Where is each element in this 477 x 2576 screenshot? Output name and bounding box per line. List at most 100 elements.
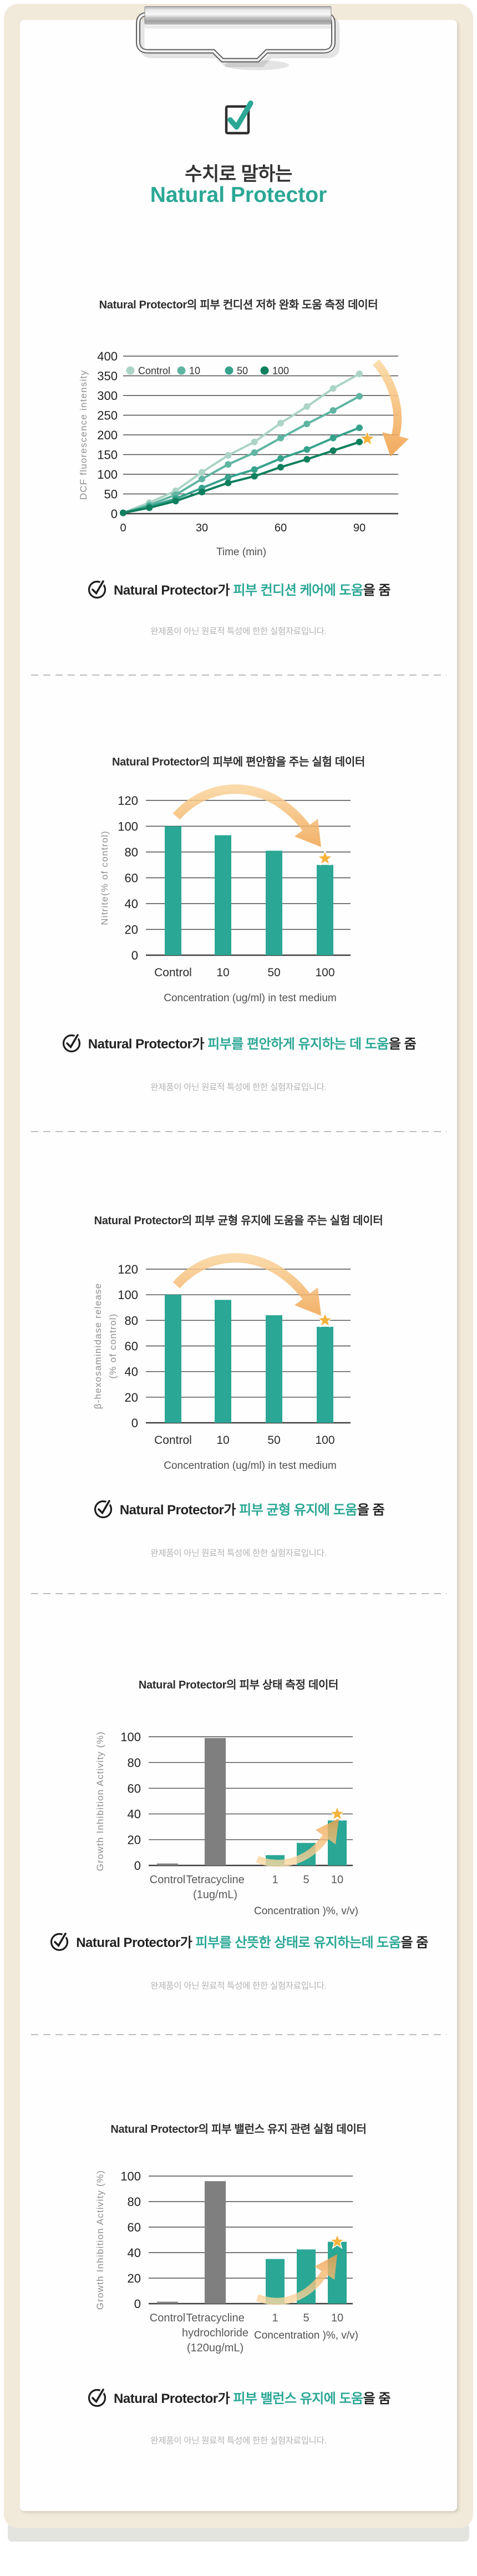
svg-text:0: 0 — [131, 1416, 138, 1430]
caption-5: Natural Protector가 피부 밸런스 유지에 도움을 줌 — [20, 2385, 457, 2408]
svg-text:80: 80 — [128, 1756, 141, 1769]
svg-text:100: 100 — [118, 1288, 138, 1302]
category-labels: Control Tetracycline (1ug/mL) 1 5 10 — [150, 1874, 343, 1901]
svg-text:30: 30 — [196, 522, 208, 534]
circle-check-icon — [94, 1499, 112, 1519]
svg-text:10: 10 — [331, 1874, 343, 1886]
gridlines: 0 20 40 60 80 100 120 — [118, 794, 351, 962]
x-axis-label: Time (min) — [216, 546, 266, 558]
clip-metal-bar — [144, 6, 332, 24]
caption-3: Natural Protector가 피부 균형 유지에 도움을 줌 — [20, 1497, 457, 1520]
chart5-title: Natural Protector의 피부 밸런스 유지 관련 실험 데이터 — [110, 2123, 367, 2136]
dashed-divider — [31, 675, 446, 676]
circle-check-icon — [88, 579, 106, 599]
svg-text:Tetracycline(1ug/mL): Tetracycline (1ug/mL) — [186, 1874, 245, 1901]
gridlines: 0 20 40 60 80 100 — [120, 2169, 353, 2311]
bars — [165, 1295, 333, 1423]
svg-text:20: 20 — [128, 2271, 141, 2285]
x-axis-label: Concentration (ug/ml) in test medium — [164, 992, 337, 1004]
caption-text: Natural Protector가 피부 밸런스 유지에 도움을 줌 — [114, 2391, 390, 2406]
svg-text:20: 20 — [125, 1391, 138, 1404]
star-icon — [359, 430, 376, 446]
trend-arrow-icon — [256, 2254, 337, 2305]
svg-text:350: 350 — [97, 369, 118, 383]
svg-text:40: 40 — [125, 897, 138, 911]
svg-text:50: 50 — [104, 488, 118, 501]
svg-text:60: 60 — [275, 522, 287, 534]
disclaimer-3: 완제품이 아닌 원료적 특성에 한한 실험자료입니다. — [150, 1549, 327, 1558]
svg-text:400: 400 — [97, 349, 118, 363]
svg-text:40: 40 — [125, 1365, 138, 1379]
disclaimer-2: 완제품이 아닌 원료적 특성에 한한 실험자료입니다. — [150, 1083, 327, 1092]
clipboard-clip — [136, 6, 340, 70]
svg-text:5: 5 — [303, 1874, 309, 1886]
caption-2: Natural Protector가 피부를 편안하게 유지하는 데 도움을 줌 — [20, 1031, 457, 1054]
svg-text:50: 50 — [267, 1434, 280, 1447]
y-axis-label: Growth Inhibition Activity (%) — [95, 2170, 105, 2310]
svg-text:1: 1 — [272, 2312, 278, 2324]
svg-text:300: 300 — [97, 389, 118, 403]
caption-text: Natural Protector가 피부를 편안하게 유지하는 데 도움을 줌 — [88, 1036, 417, 1052]
caption-4: Natural Protector가 피부를 산뜻한 상태로 유지하는데 도움을… — [20, 1929, 457, 1953]
circle-check-icon — [50, 1931, 69, 1951]
svg-text:100: 100 — [120, 2169, 141, 2183]
growth-inhibition-bar-chart-2: 0 20 40 60 80 100 Growth Inhibition Activity (… — [95, 2169, 358, 2354]
y-axis-label: Nitrite(% of control) — [99, 830, 110, 925]
bars — [165, 826, 333, 955]
page-title-line1: 수치로 말하는 — [185, 164, 292, 185]
svg-text:Control: Control — [150, 1874, 185, 1886]
y-axis-label: Growth Inhibition Activity (%) — [95, 1731, 105, 1871]
caption-text: Natural Protector가 피부 균형 유지에 도움을 줌 — [119, 1502, 385, 1518]
svg-text:Control: Control — [154, 1434, 192, 1447]
svg-text:10: 10 — [189, 366, 200, 377]
disclaimer-5: 완제품이 아닌 원료적 특성에 한한 실험자료입니다. — [150, 2436, 327, 2446]
category-labels: Control 10 50 100 — [154, 1434, 334, 1447]
trend-arrow-icon — [172, 784, 321, 847]
svg-text:100: 100 — [118, 820, 138, 834]
star-icon — [328, 1804, 346, 1822]
star-icon — [316, 1311, 334, 1328]
trend-arrow-icon — [256, 1818, 339, 1867]
trend-arrow-icon — [172, 1253, 321, 1316]
svg-text:1: 1 — [272, 1874, 278, 1886]
svg-text:80: 80 — [128, 2195, 141, 2209]
legend: Control 10 50 100 — [126, 366, 289, 377]
y-axis-label: DCF fluorescence intensity — [78, 370, 89, 500]
hexosaminidase-bar-chart: 0 20 40 60 80 100 120 β-hexosaminidase release (… — [93, 1253, 351, 1472]
page-title-line2: Natural Protector — [150, 183, 327, 207]
dashed-divider — [31, 1131, 446, 1132]
clipboard-page: 수치로 말하는 Natural Protector Natural Protec… — [20, 20, 457, 2511]
svg-text:100: 100 — [315, 966, 334, 979]
svg-text:Control: Control — [150, 2312, 185, 2324]
clip-notch-shadow — [225, 60, 289, 70]
svg-text:20: 20 — [125, 923, 138, 937]
x-axis-label: Concentration (ug/ml) in test medium — [164, 1460, 337, 1472]
svg-text:50: 50 — [237, 366, 248, 377]
dashed-divider — [31, 2034, 446, 2035]
category-labels: Control Tetracycline hydrochloride (120ug/m… — [150, 2312, 343, 2354]
svg-text:150: 150 — [97, 448, 118, 462]
svg-text:Control: Control — [138, 366, 170, 377]
star-icon — [316, 849, 334, 866]
y-axis-label: (% of control) — [108, 1314, 118, 1379]
chart4-title: Natural Protector의 피부 상태 측정 데이터 — [138, 1679, 339, 1691]
svg-text:0: 0 — [134, 1859, 141, 1873]
svg-text:0: 0 — [134, 2297, 141, 2311]
svg-text:100: 100 — [272, 366, 289, 377]
svg-text:10: 10 — [331, 2312, 343, 2324]
svg-text:20: 20 — [128, 1833, 141, 1847]
chart3-title: Natural Protector의 피부 균형 유지에 도움을 주는 실험 데… — [94, 1215, 383, 1227]
svg-text:250: 250 — [97, 409, 118, 423]
disclaimer-1: 완제품이 아닌 원료적 특성에 한한 실험자료입니다. — [150, 627, 327, 636]
caption-text: Natural Protector가 피부를 산뜻한 상태로 유지하는데 도움을… — [76, 1935, 428, 1950]
trend-arrow-icon — [373, 359, 409, 457]
x-axis-label: Concentration )%, v/v) — [254, 1905, 358, 1917]
svg-text:0: 0 — [120, 522, 126, 534]
svg-text:90: 90 — [353, 522, 366, 534]
svg-text:0: 0 — [131, 949, 138, 962]
svg-text:5: 5 — [303, 2312, 309, 2324]
series-lines — [120, 370, 363, 516]
svg-text:50: 50 — [267, 966, 280, 979]
